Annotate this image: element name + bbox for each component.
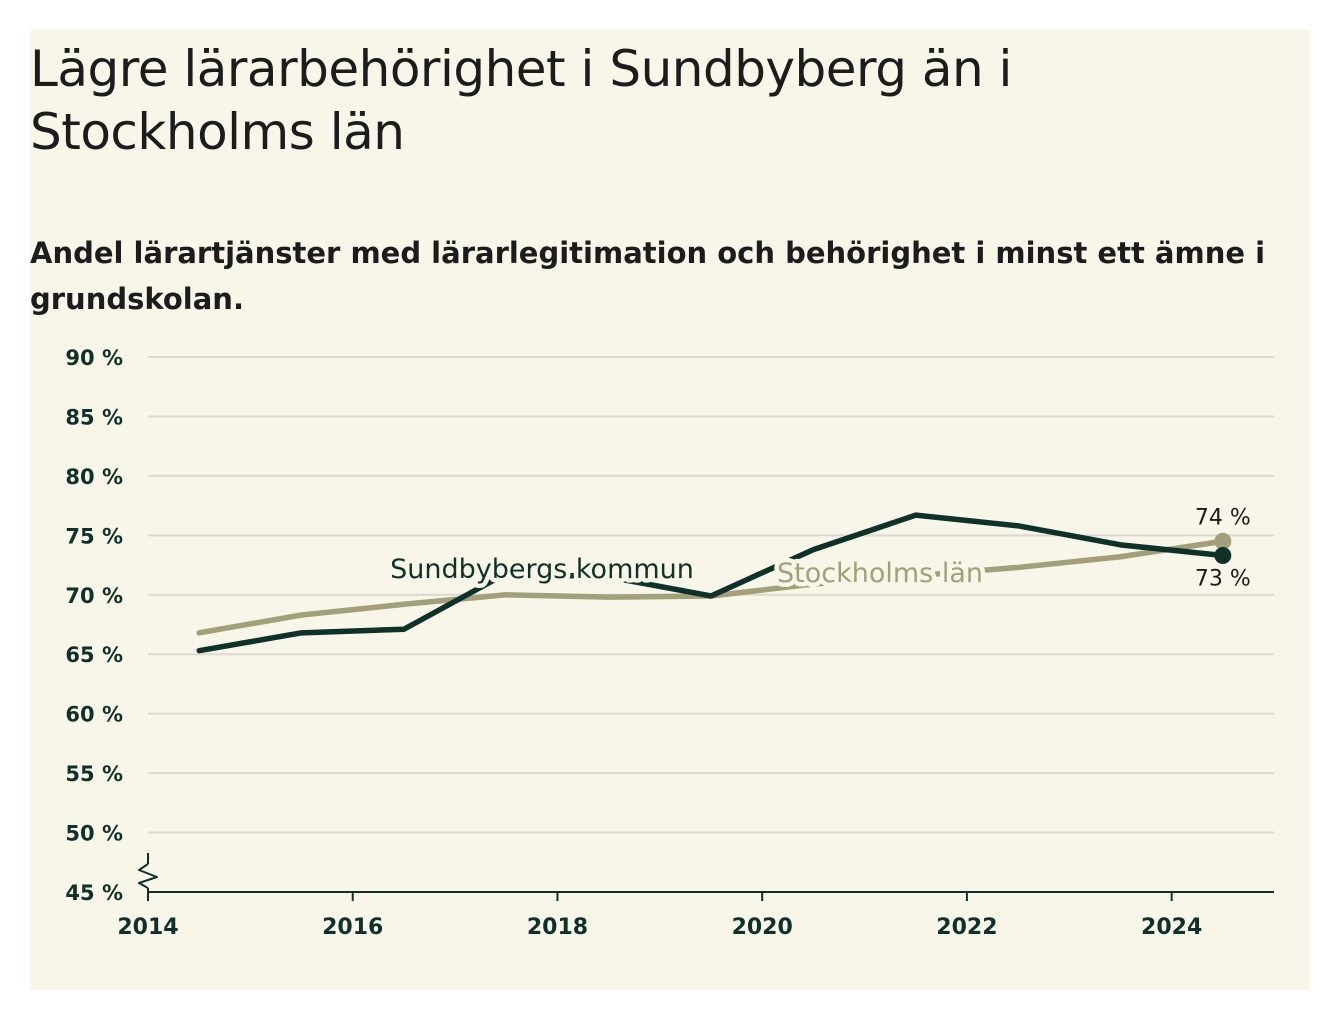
y-tick-label: 45 % <box>65 881 123 905</box>
chart-title: Lägre lärarbehörighet i Sundbyberg än i … <box>30 40 1012 161</box>
x-tick-label: 2024 <box>1141 915 1202 940</box>
y-tick-label: 75 % <box>65 524 123 548</box>
y-tick-label: 60 % <box>65 703 123 727</box>
series-label-stockholm: Stockholms län <box>777 558 983 589</box>
end-value-label: 73 % <box>1195 567 1251 592</box>
end-value-label: 74 % <box>1195 505 1251 530</box>
end-marker <box>1214 532 1232 550</box>
x-tick-label: 2020 <box>732 915 793 940</box>
x-axis: 2014 2016 2018 2020 2022 2024 <box>117 891 1274 940</box>
y-tick-label: 65 % <box>65 643 123 667</box>
end-marker <box>1214 547 1232 565</box>
x-tick-label: 2022 <box>936 915 997 940</box>
gridlines <box>148 356 1274 834</box>
y-axis: 45 % 50 % 55 % 60 % 65 % 70 % 75 % 80 % 85 % 90 % <box>65 346 158 905</box>
y-tick-label: 80 % <box>65 465 123 489</box>
y-tick-label: 85 % <box>65 405 123 429</box>
chart-subtitle: Andel lärartjänster med lärarlegitimatio… <box>30 236 1266 316</box>
series-labels: 74 % 73 % Sundbybergs kommun Stockholms län <box>386 505 1251 593</box>
x-tick-label: 2018 <box>527 915 588 940</box>
series <box>196 512 1232 654</box>
series-line-stockholm <box>196 538 1226 636</box>
x-tick-label: 2016 <box>322 915 383 940</box>
y-tick-label: 55 % <box>65 762 123 786</box>
x-tick-label: 2014 <box>117 915 178 940</box>
y-tick-label: 70 % <box>65 584 123 608</box>
series-label-sundbyberg: Sundbybergs kommun <box>390 554 694 585</box>
axis-break-icon <box>138 863 158 889</box>
y-tick-label: 50 % <box>65 822 123 846</box>
y-tick-label: 90 % <box>65 346 123 370</box>
chart-card: Lägre lärarbehörighet i Sundbyberg än i … <box>30 30 1310 990</box>
series-line-sundbyberg <box>196 512 1226 654</box>
